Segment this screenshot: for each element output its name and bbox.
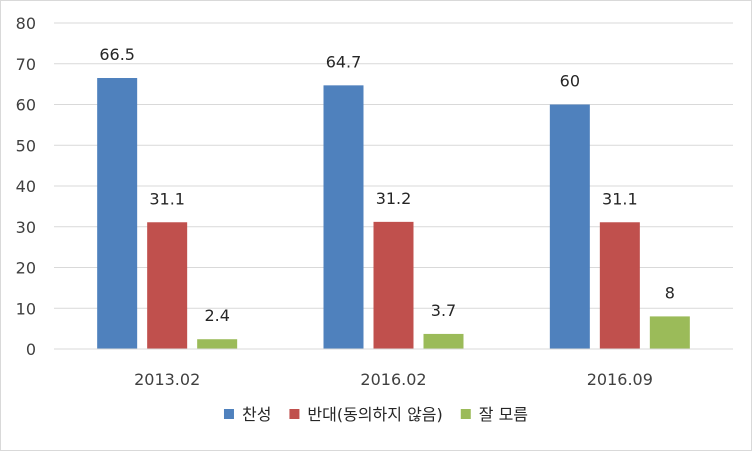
bar xyxy=(197,339,238,349)
data-label: 2.4 xyxy=(204,306,229,325)
x-tick-label: 2013.02 xyxy=(134,370,200,389)
bar xyxy=(323,85,364,349)
y-tick-label: 40 xyxy=(16,177,36,196)
legend-label: 찬성 xyxy=(242,405,271,424)
data-label: 3.7 xyxy=(431,301,456,320)
legend-label: 잘 모름 xyxy=(479,405,528,424)
bar xyxy=(373,221,414,349)
y-tick-label: 70 xyxy=(16,55,36,74)
y-tick-label: 50 xyxy=(16,136,36,155)
x-axis-ticks: 2013.02 2016.02 2016.09 xyxy=(134,370,653,389)
y-tick-label: 30 xyxy=(16,218,36,237)
bars xyxy=(97,78,690,349)
data-label: 64.7 xyxy=(326,52,362,71)
data-labels: 66.5 31.1 2.4 64.7 31.2 3.7 60 31.1 8 xyxy=(99,45,675,325)
x-tick-label: 2016.09 xyxy=(587,370,653,389)
x-tick-label: 2016.02 xyxy=(360,370,426,389)
bar xyxy=(97,78,138,349)
y-tick-label: 10 xyxy=(16,299,36,318)
y-tick-label: 60 xyxy=(16,96,36,115)
data-label: 31.2 xyxy=(376,189,412,208)
y-tick-label: 0 xyxy=(26,340,36,359)
y-tick-label: 80 xyxy=(16,14,36,33)
bar xyxy=(649,316,690,349)
legend-swatch xyxy=(223,409,234,419)
data-label: 31.1 xyxy=(602,189,638,208)
legend-swatch xyxy=(460,409,471,419)
data-label: 31.1 xyxy=(149,189,185,208)
legend-label: 반대(동의하지 않음) xyxy=(307,405,442,424)
data-label: 60 xyxy=(560,72,580,91)
data-label: 8 xyxy=(665,283,675,302)
bar xyxy=(549,104,590,349)
legend-swatch xyxy=(289,409,300,419)
data-label: 66.5 xyxy=(99,45,135,64)
bar xyxy=(599,222,640,349)
bar xyxy=(423,333,464,349)
y-tick-label: 20 xyxy=(16,259,36,278)
bar xyxy=(147,222,188,349)
y-axis-ticks: 0 10 20 30 40 50 60 70 80 xyxy=(16,14,36,359)
legend: 찬성 반대(동의하지 않음) 잘 모름 xyxy=(223,405,528,424)
